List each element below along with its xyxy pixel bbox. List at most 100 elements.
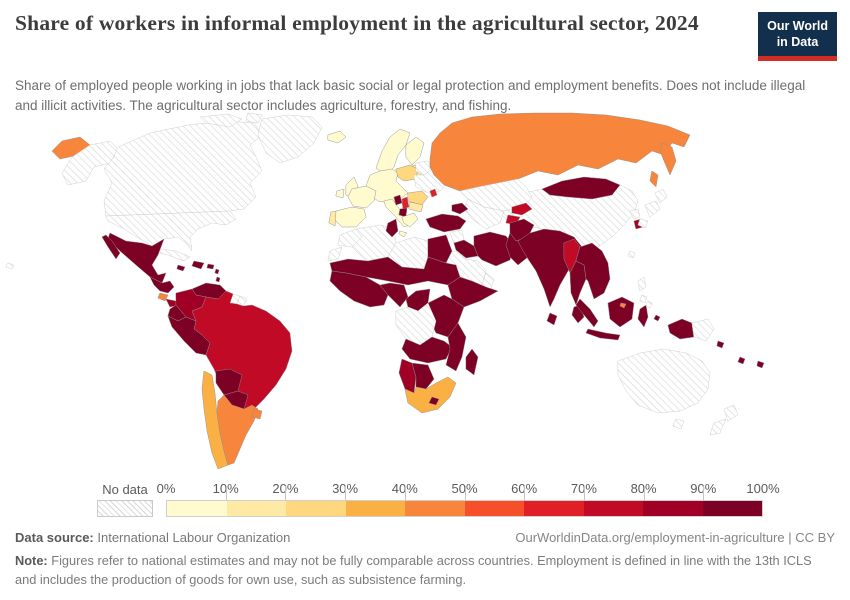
country-kyrgyzstan[interactable] [511, 202, 533, 216]
footer-right: OurWorldinData.org/employment-in-agricul… [515, 530, 835, 545]
country-philippines[interactable] [639, 294, 648, 304]
country-japan[interactable] [637, 218, 649, 229]
country-costa-rica[interactable] [157, 292, 169, 302]
country-papua-new-guinea[interactable] [691, 318, 715, 342]
country-canada[interactable] [103, 120, 263, 217]
country-jamaica[interactable] [176, 264, 186, 272]
country-tunisia[interactable] [385, 218, 399, 238]
legend-bin-20-30%[interactable] [286, 501, 346, 516]
legend-bin-60-70%[interactable] [524, 501, 584, 516]
country-congo-basin[interactable] [395, 302, 437, 346]
country-tasmania[interactable] [672, 418, 685, 430]
country-philippines[interactable] [637, 276, 647, 292]
country-mozambique-zimbabwe[interactable] [445, 322, 467, 372]
country-russia-kamchatka[interactable] [659, 142, 677, 176]
country-france[interactable] [347, 185, 377, 209]
country-turkey[interactable] [425, 213, 467, 233]
country-japan[interactable] [654, 188, 668, 204]
country-cuba[interactable] [159, 248, 191, 262]
owid-logo[interactable]: Our World in Data [758, 12, 837, 61]
country-south-africa[interactable] [404, 376, 457, 414]
legend-bin-0-10%[interactable] [167, 501, 227, 516]
legend-bin-50-60%[interactable] [464, 501, 524, 516]
country-sulawesi[interactable] [637, 304, 649, 328]
footer-separator: | [788, 530, 792, 545]
country-madagascar[interactable] [465, 348, 479, 376]
country-peru[interactable] [167, 315, 211, 356]
country-java[interactable] [585, 328, 621, 341]
country-russia-sakhalin[interactable] [649, 170, 659, 188]
country-new-zealand[interactable] [723, 404, 739, 422]
country-serbia[interactable] [401, 196, 410, 210]
legend-bin-40-50%[interactable] [405, 501, 465, 516]
country-sumatra[interactable] [575, 298, 599, 328]
legend-no-data-swatch[interactable] [97, 500, 153, 517]
legend-bin-80-90%[interactable] [643, 501, 703, 516]
country-united-states[interactable] [105, 210, 237, 252]
owid-logo-line1: Our World [767, 19, 828, 33]
country-ireland[interactable] [335, 188, 345, 199]
country-western-sahara[interactable] [327, 246, 343, 262]
country-sicily[interactable] [398, 230, 408, 238]
country-finland[interactable] [405, 136, 425, 166]
chart-note: Note: Figures refer to national estimate… [15, 552, 835, 589]
country-uruguay[interactable] [251, 408, 263, 420]
country-sri-lanka[interactable] [546, 312, 558, 326]
country-central-america[interactable] [149, 276, 175, 294]
country-spain[interactable] [333, 206, 367, 228]
country-puerto-rico[interactable] [206, 263, 215, 270]
country-baja-california[interactable] [101, 234, 121, 260]
legend-colorbar [166, 500, 763, 517]
country-brunei[interactable] [619, 302, 627, 309]
country-moluccas[interactable] [653, 314, 661, 322]
country-caucasus[interactable] [451, 202, 469, 215]
country-bosnia-croatia[interactable] [393, 194, 403, 206]
country-thailand[interactable] [569, 260, 587, 306]
page-title: Share of workers in informal employment … [15, 11, 699, 35]
country-australia[interactable] [617, 348, 711, 414]
country-japan[interactable] [644, 200, 661, 218]
country-taiwan[interactable] [627, 250, 636, 259]
legend-bin-70-80%[interactable] [583, 501, 643, 516]
country-lesser-antilles[interactable] [215, 276, 221, 283]
country-papua-indonesia[interactable] [667, 318, 695, 340]
country-lesser-antilles[interactable] [214, 268, 220, 275]
country-solomon-islands[interactable] [716, 340, 725, 349]
country-mexico[interactable] [107, 232, 167, 284]
country-argentina[interactable] [216, 394, 259, 466]
country-greece[interactable] [401, 212, 419, 228]
country-philippines[interactable] [645, 300, 653, 309]
country-alaska[interactable] [61, 140, 119, 186]
country-portugal[interactable] [328, 210, 337, 227]
legend-bin-30-40%[interactable] [345, 501, 405, 516]
country-west-africa[interactable] [329, 270, 389, 308]
map-legend: No data 0%10%20%30%40%50%60%70%80%90%100… [0, 481, 850, 521]
country-fiji[interactable] [756, 360, 765, 369]
country-bulgaria[interactable] [408, 201, 424, 213]
legend-bin-10-20%[interactable] [226, 501, 286, 516]
country-hawaii[interactable] [5, 262, 15, 270]
country-lesotho[interactable] [428, 396, 440, 406]
legend-bin-90-100%[interactable] [702, 501, 762, 516]
note-text: Figures refer to national estimates and … [15, 553, 812, 587]
country-mongolia[interactable] [541, 176, 621, 200]
country-new-zealand[interactable] [709, 418, 727, 436]
country-central-europe[interactable] [365, 168, 409, 204]
footer-license[interactable]: CC BY [795, 530, 835, 545]
legend-ticks [166, 486, 763, 500]
country-borneo[interactable] [607, 296, 635, 328]
legend-no-data[interactable]: No data [97, 481, 153, 517]
country-egypt[interactable] [427, 234, 453, 264]
country-iran[interactable] [473, 231, 515, 267]
country-north-korea[interactable] [629, 208, 641, 220]
country-hispaniola[interactable] [191, 260, 205, 270]
country-angola-zambia[interactable] [401, 336, 453, 364]
country-iceland[interactable] [327, 130, 347, 144]
country-moldova[interactable] [429, 188, 438, 198]
country-vanuatu[interactable] [737, 356, 746, 365]
country-arctic-islands[interactable] [199, 112, 263, 128]
country-romania[interactable] [407, 190, 429, 206]
country-nigeria-cameroon[interactable] [379, 282, 409, 308]
country-greenland[interactable] [257, 114, 323, 164]
footer-url[interactable]: OurWorldinData.org/employment-in-agricul… [515, 530, 785, 545]
